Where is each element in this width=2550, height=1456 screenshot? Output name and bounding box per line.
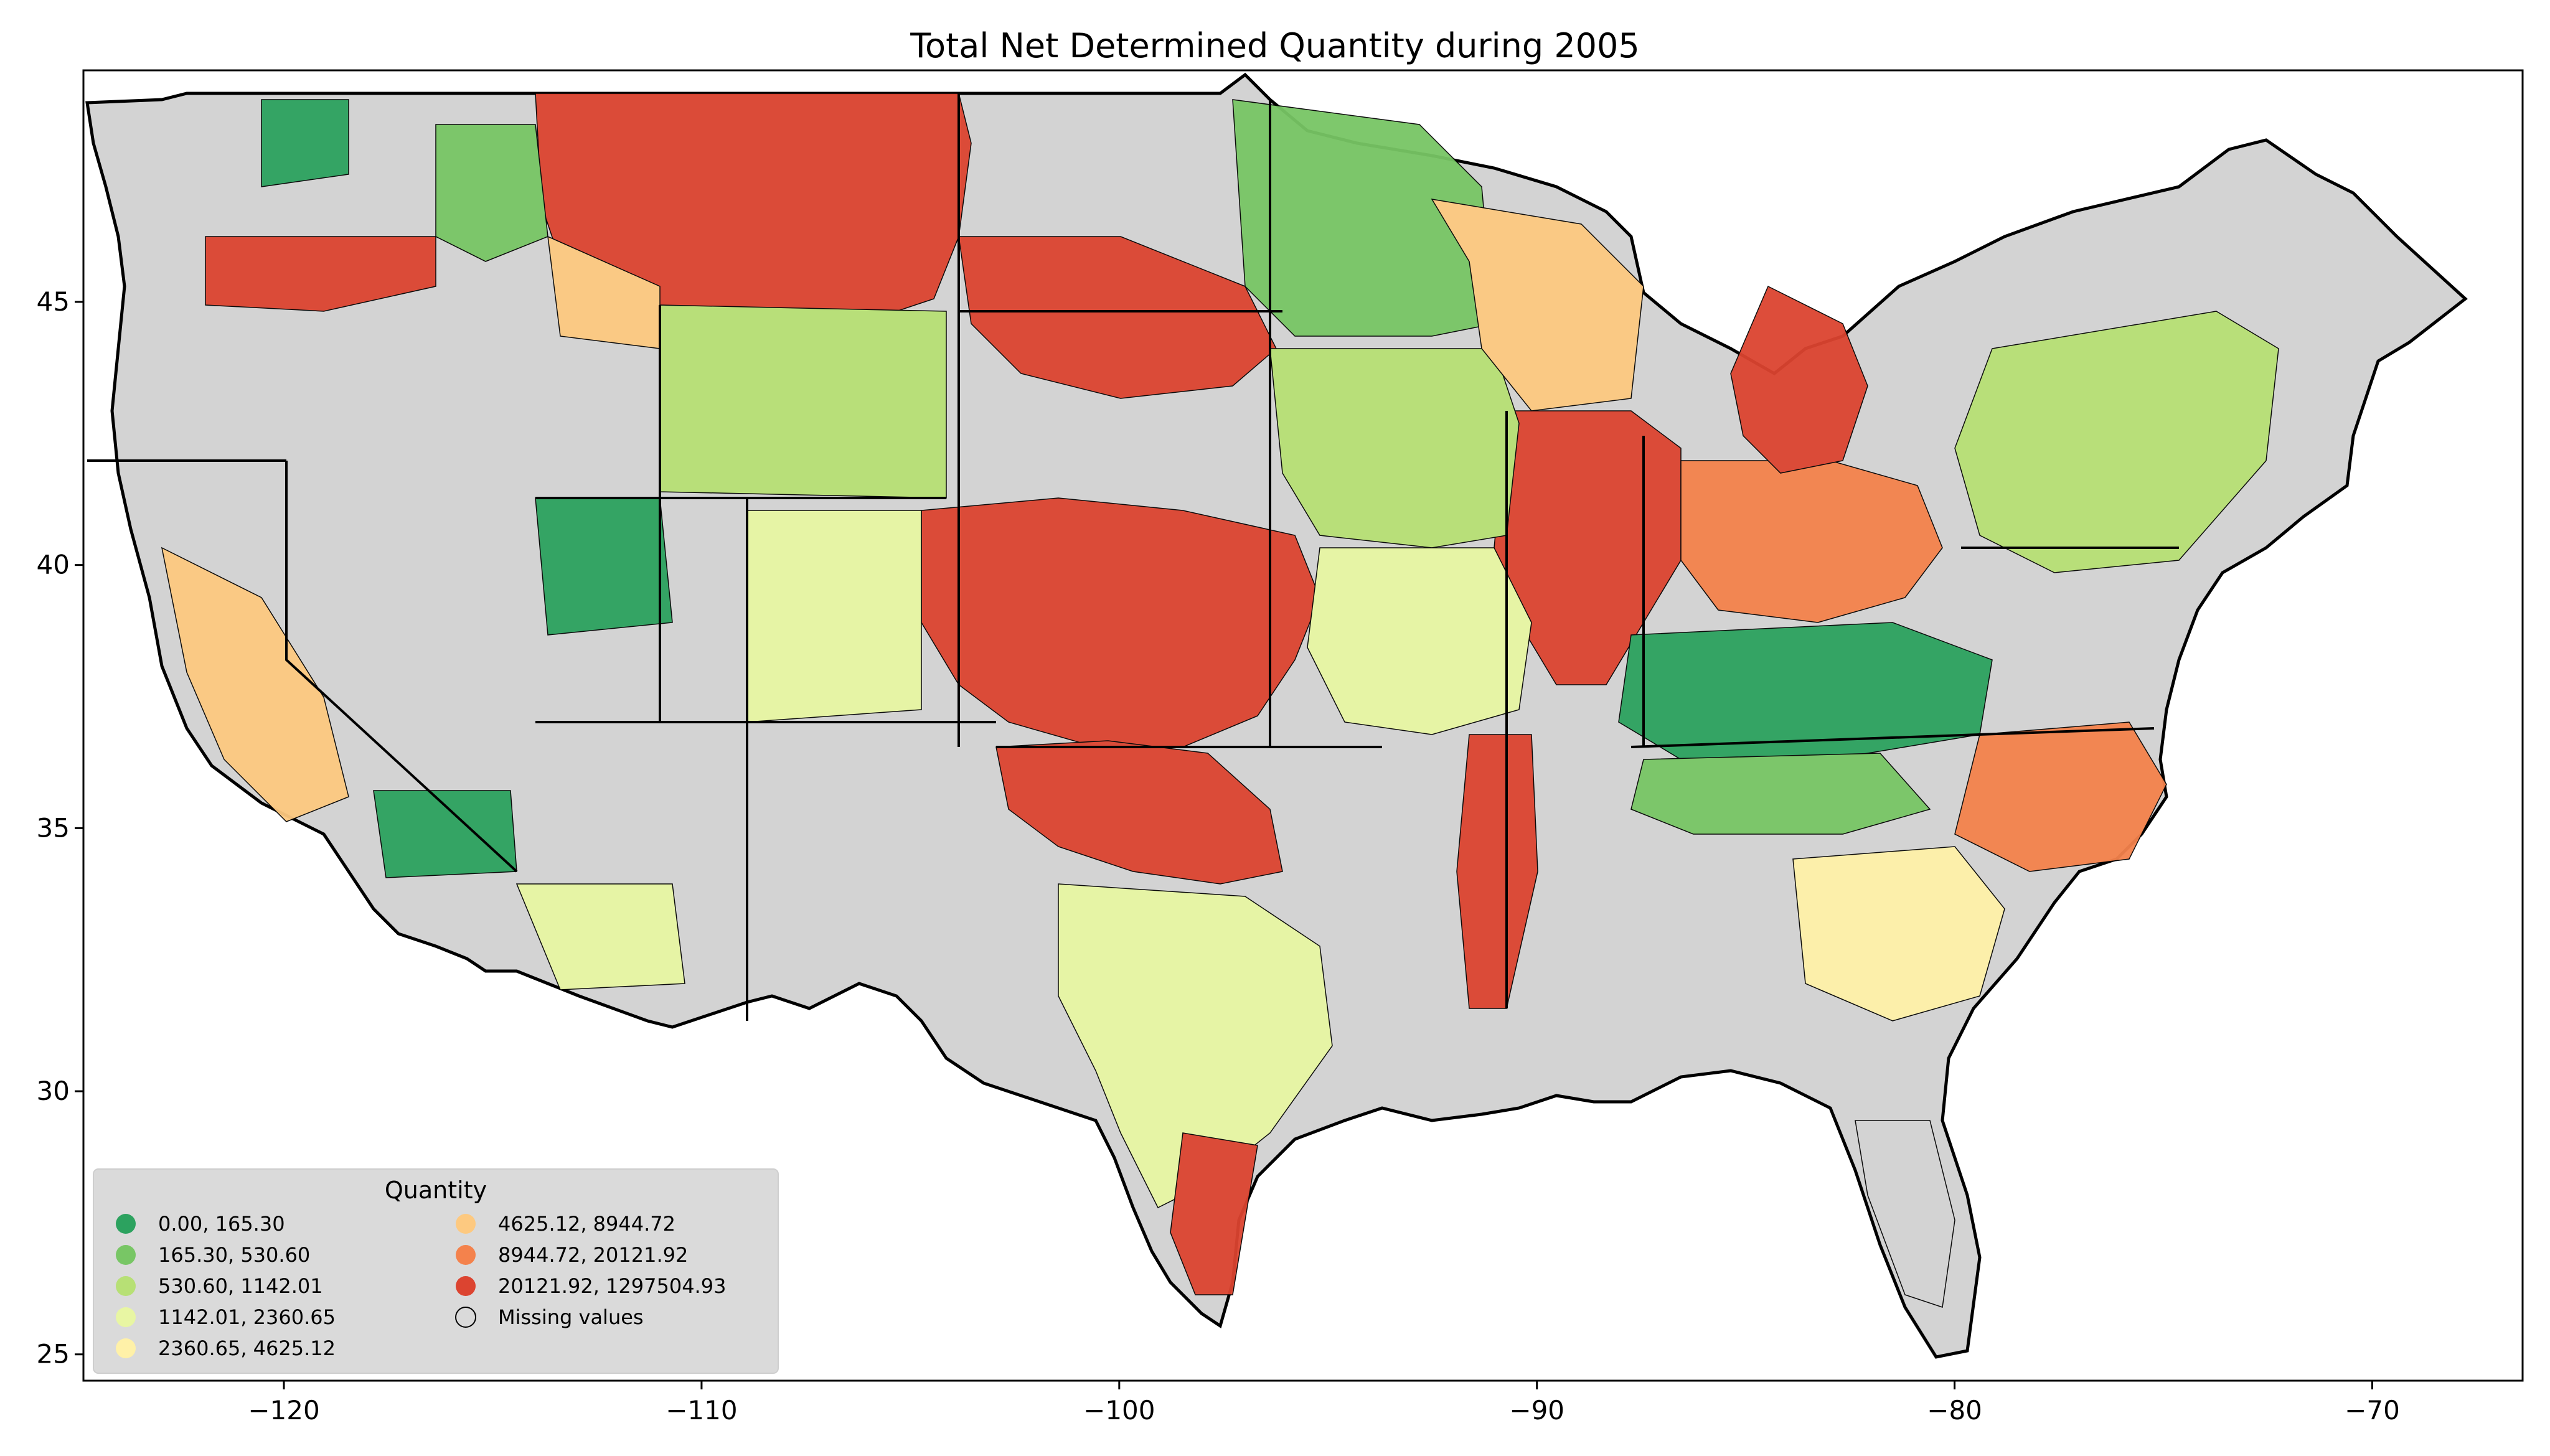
- legend-title: Quantity: [385, 1177, 487, 1204]
- legend-swatch: [116, 1338, 136, 1358]
- chart-title: Total Net Determined Quantity during 200…: [910, 26, 1640, 65]
- x-tick-label: −110: [666, 1395, 737, 1425]
- legend-label: 2360.65, 4625.12: [158, 1336, 336, 1360]
- y-tick-label: 45: [37, 286, 70, 317]
- legend-swatch: [116, 1276, 136, 1296]
- x-tick-label: −90: [1509, 1395, 1564, 1425]
- legend: Quantity 0.00, 165.30 165.30, 530.60 530.6…: [93, 1168, 779, 1374]
- x-axis: −120 −110 −100 −90 −80 −70: [248, 1381, 2400, 1425]
- legend-label: 0.00, 165.30: [158, 1212, 285, 1236]
- y-axis: 45 40 35 30 25: [37, 286, 83, 1369]
- legend-label: 165.30, 530.60: [158, 1243, 310, 1267]
- legend-label: 1142.01, 2360.65: [158, 1305, 336, 1329]
- county-regions: [161, 93, 2279, 1308]
- legend-swatch: [456, 1276, 476, 1296]
- legend-swatch: [455, 1307, 476, 1328]
- legend-label: Missing values: [498, 1305, 644, 1329]
- legend-swatch: [456, 1245, 476, 1265]
- legend-swatch: [116, 1307, 136, 1327]
- legend-swatch: [116, 1214, 136, 1234]
- legend-label: 8944.72, 20121.92: [498, 1243, 688, 1267]
- legend-swatch: [456, 1214, 476, 1234]
- y-tick-label: 25: [37, 1339, 70, 1369]
- legend-swatch: [116, 1245, 136, 1265]
- y-tick-label: 30: [37, 1076, 70, 1106]
- y-tick-label: 35: [37, 812, 70, 843]
- legend-label: 530.60, 1142.01: [158, 1274, 323, 1298]
- legend-label: 4625.12, 8944.72: [498, 1212, 675, 1236]
- legend-label: 20121.92, 1297504.93: [498, 1274, 726, 1298]
- y-tick-label: 40: [37, 550, 70, 580]
- legend-box: [93, 1168, 779, 1374]
- state-boundaries: [87, 93, 2179, 1021]
- x-tick-label: −70: [2345, 1395, 2400, 1425]
- x-tick-label: −100: [1083, 1395, 1155, 1425]
- x-tick-label: −120: [248, 1395, 319, 1425]
- x-tick-label: −80: [1927, 1395, 1982, 1425]
